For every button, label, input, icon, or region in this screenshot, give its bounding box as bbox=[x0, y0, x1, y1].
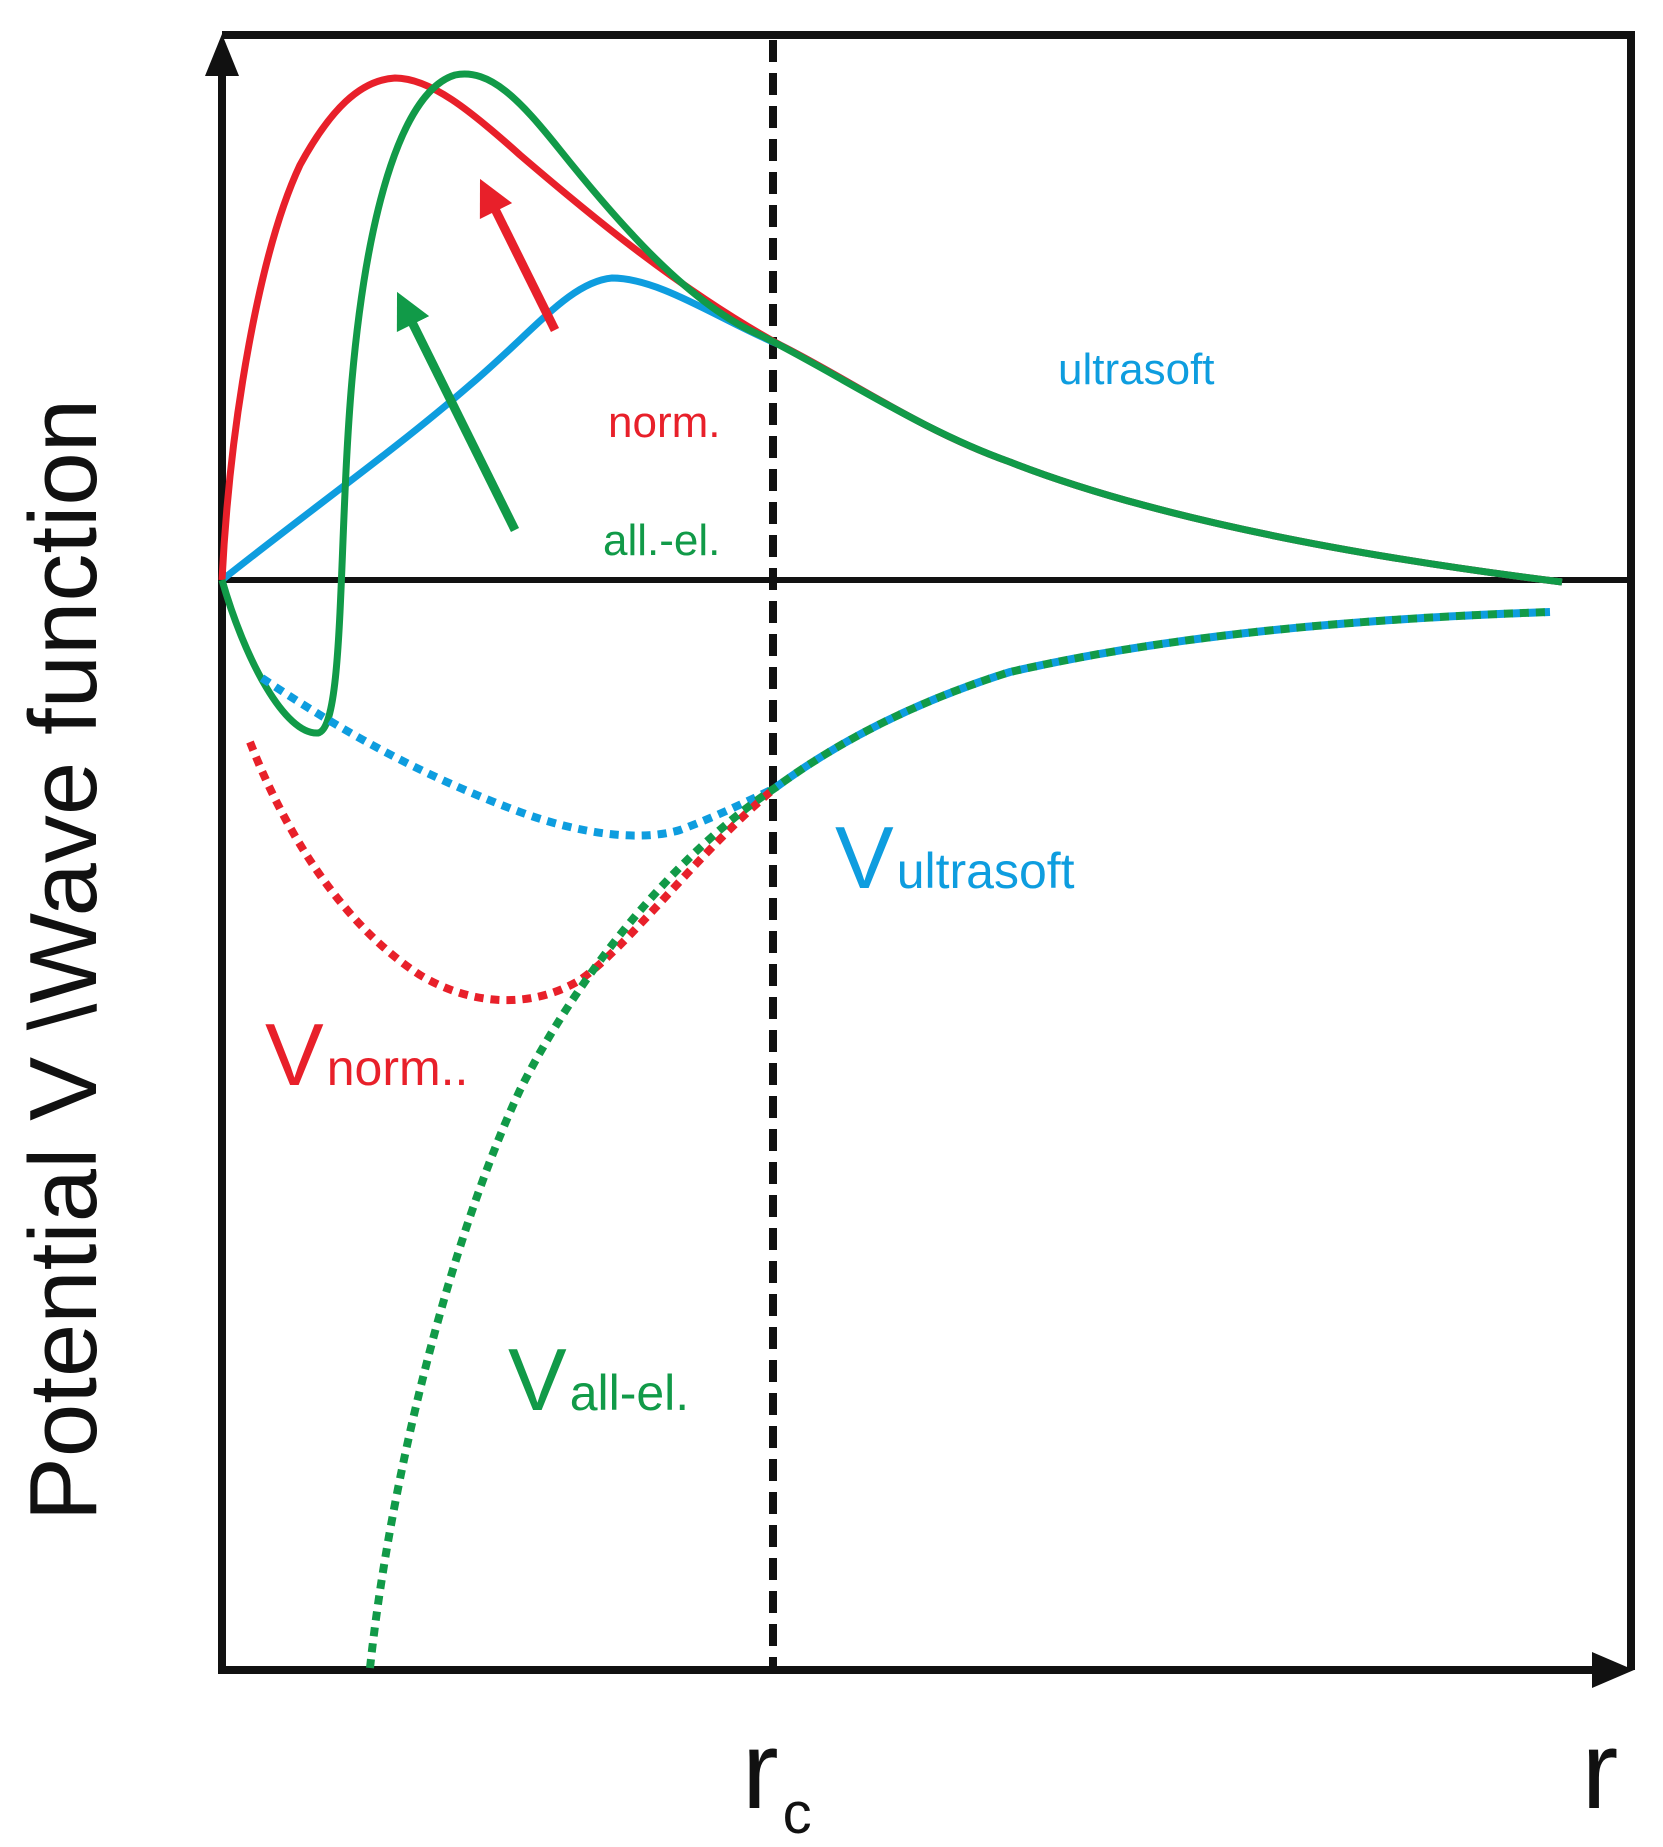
allelectron-potential-label: Vall-el. bbox=[508, 1330, 689, 1429]
normconserving-potential-label-main: V bbox=[265, 1005, 324, 1104]
normconserving-potential-curve bbox=[246, 740, 778, 1005]
allelectron-potential-label-sub: all-el. bbox=[570, 1365, 689, 1421]
normconserving-potential-label: Vnorm.. bbox=[265, 1005, 468, 1104]
y-axis-label: Potential V \Wave function bbox=[10, 399, 117, 1521]
cutoff-radius-label-sub: c bbox=[783, 1781, 812, 1846]
normconserving-wavefunction-curve bbox=[218, 74, 1563, 586]
ultrasoft-potential-label-main: V bbox=[835, 808, 894, 907]
plot-frame bbox=[222, 31, 1635, 1670]
ultrasoft-potential-curve bbox=[259, 608, 1551, 840]
allelectron-wavefunction-label: all.-el. bbox=[603, 516, 720, 565]
normconserving-potential-label-sub: norm.. bbox=[327, 1040, 469, 1096]
allelectron-wavefunction-curve bbox=[218, 70, 1563, 737]
y-axis-arrowhead bbox=[205, 34, 239, 76]
allelectron-potential-label-main: V bbox=[508, 1330, 567, 1429]
ultrasoft-wavefunction-label: ultrasoft bbox=[1058, 345, 1215, 394]
allelectron-potential-curve bbox=[366, 608, 1551, 1669]
cutoff-radius-label: rc bbox=[742, 1709, 812, 1846]
x-axis-label: r bbox=[1582, 1709, 1619, 1832]
normconserving-arrow bbox=[479, 178, 560, 333]
ultrasoft-wavefunction-curve bbox=[219, 274, 1563, 586]
ultrasoft-potential-label-sub: ultrasoft bbox=[897, 843, 1075, 899]
x-axis-arrowhead bbox=[1592, 1652, 1634, 1688]
allelectron-arrow bbox=[396, 291, 520, 532]
cutoff-radius-label-main: r bbox=[742, 1709, 779, 1832]
normconserving-wavefunction-label: norm. bbox=[608, 398, 720, 447]
ultrasoft-potential-label: Vultrasoft bbox=[835, 808, 1075, 907]
